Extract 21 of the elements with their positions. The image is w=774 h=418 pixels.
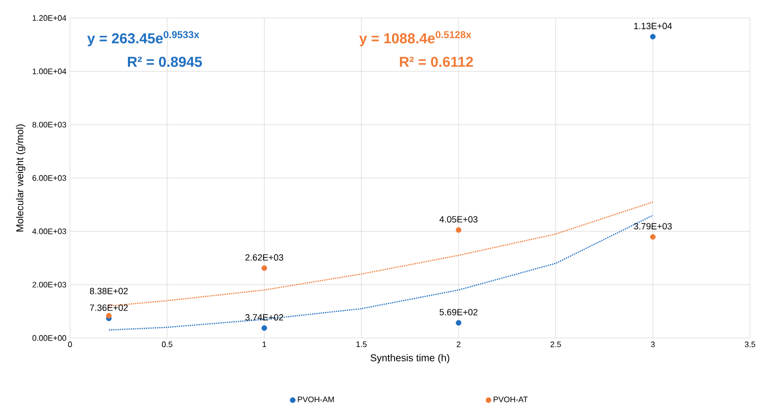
annotation: R² = 0.8945 (128, 56, 202, 67)
point (261, 265, 268, 271)
data-label: 4.05E+03 (439, 216, 478, 222)
data-label: 5.69E+02 (440, 308, 478, 316)
data-label: 2.62E+03 (245, 254, 284, 261)
data-label: 1.13E+04 (634, 22, 672, 30)
data-label: 3.79E+03 (634, 223, 672, 230)
point (650, 34, 656, 40)
point (106, 312, 112, 318)
point (456, 320, 462, 326)
annotation: y = 1088.4e$^{0.5128x}$ (359, 31, 472, 46)
annotation: y = 263.45e$^{0.9533x}$ (87, 31, 200, 46)
point (456, 227, 462, 233)
point (650, 234, 656, 240)
data-label: 7.36E+02 (90, 304, 128, 311)
data-label: 8.38E+02 (90, 288, 128, 294)
data-label: 3.74E+02 (245, 314, 284, 321)
point (261, 325, 268, 331)
annotation: R² = 0.6112 (400, 56, 473, 67)
x-axis-title: Synthesis time (h) (370, 354, 450, 364)
y-axis-title: Molecular weight (g/mol) (16, 124, 26, 232)
